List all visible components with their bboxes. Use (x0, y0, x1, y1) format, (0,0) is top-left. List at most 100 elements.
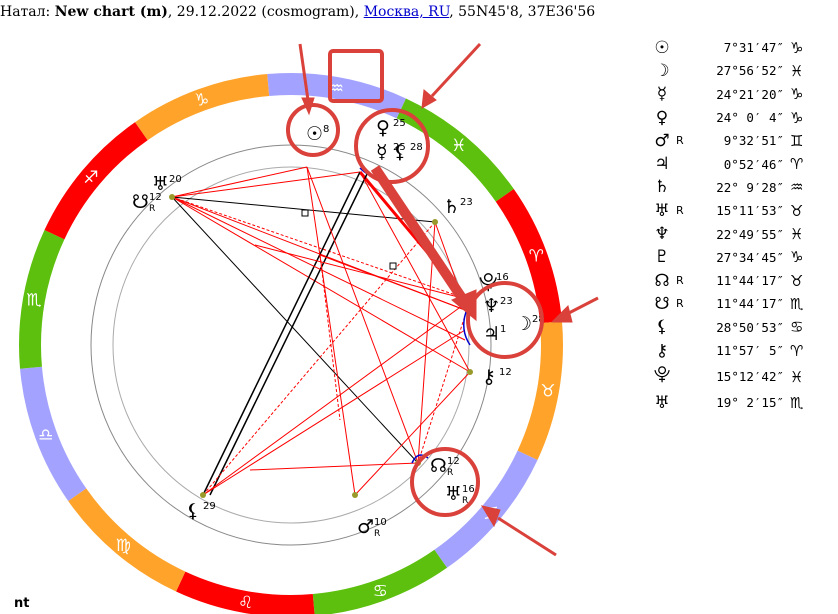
planet-glyph: ☉ (306, 123, 323, 145)
planet-degree: 10 (374, 517, 387, 528)
zodiac-sign-glyph: ♈ (529, 247, 544, 267)
arrow-head (480, 505, 501, 528)
aspect-line (202, 329, 466, 496)
zodiac-segment (517, 321, 563, 460)
planet-longitude: 27°34′45″ (716, 249, 784, 265)
planet-row: ⚸ 28°50′53″ ♋ (648, 316, 814, 339)
planet-row: ☿ 24°21′20″ ♑ (648, 83, 814, 106)
zodiac-segment (19, 230, 65, 369)
retrograde-flag (676, 316, 692, 339)
annotation-arrow (564, 296, 599, 317)
planet-degree: 20 (169, 174, 182, 185)
retrograde-mark: R (447, 468, 453, 478)
planet-longitude: 24° 0′ 4″ (716, 110, 784, 126)
planet-glyph: ♄ (443, 196, 460, 218)
aspect-line (319, 254, 466, 311)
planet-degree: 16 (496, 272, 509, 283)
planet-row: ⯓ 15°12′42″ ♓ (648, 362, 814, 391)
planet-glyph: ♅ (445, 483, 462, 505)
aspect-lines (171, 166, 471, 496)
planet-symbol: ♄ (654, 177, 670, 198)
retrograde-flag (676, 339, 692, 362)
midpoint-marker (301, 209, 309, 217)
aspect-line (306, 166, 356, 496)
planet-glyph: ☽ (515, 313, 532, 335)
planet-longitude: 9°32′51″ (723, 133, 784, 149)
zodiac-sign-glyph: ♐ (83, 168, 98, 188)
zodiac-sign-symbol: ♑ (790, 108, 804, 127)
planet-row: ☋ R 11°44′17″ ♏ (648, 292, 814, 315)
planet-glyph: ♆ (483, 295, 500, 317)
planet-dot (467, 369, 473, 375)
aspect-line (354, 371, 471, 496)
planet-row: ♄ 22° 9′28″ ♒ (648, 176, 814, 199)
aspect-line (417, 299, 471, 464)
zodiac-sign-glyph: ♎ (38, 425, 53, 445)
planet-symbol: ♅ (654, 392, 670, 413)
annotation-arrow (497, 516, 557, 557)
planet-degree: 23 (460, 197, 473, 208)
aspect-line (171, 196, 466, 341)
zodiac-segment (396, 98, 514, 202)
planet-glyph: ♀ (376, 117, 390, 139)
footer-text: nt (14, 596, 30, 611)
planet-glyph: ♃ (483, 323, 500, 345)
planet-glyph: ☋ (132, 191, 149, 213)
zodiac-sign-glyph: ♏ (26, 291, 41, 311)
planet-symbol: ♀ (655, 107, 669, 128)
planet-dot (169, 194, 175, 200)
arrow-head (550, 305, 573, 323)
planet-symbol: ♂ (654, 130, 670, 151)
aspect-arc (463, 311, 471, 346)
planet-symbol: ♅ (654, 200, 670, 221)
zodiac-sign-glyph: ♑ (194, 91, 209, 111)
planet-symbol: ♆ (654, 224, 670, 245)
planet-row: ♂ R 9°32′51″ ♊ (648, 129, 814, 152)
zodiac-segment (68, 488, 186, 592)
annotation-circle-node (410, 447, 480, 517)
planet-degree: 1 (500, 324, 506, 335)
planet-degree: 16 (462, 484, 475, 495)
zodiac-sign-symbol: ♉ (790, 201, 804, 220)
aspect-line (171, 196, 419, 464)
retrograde-flag (676, 222, 692, 245)
planet-row: ♇ 27°34′45″ ♑ (648, 246, 814, 269)
retrograde-flag: R (676, 274, 684, 288)
planet-longitude: 0°52′46″ (723, 156, 784, 172)
annotation-circle-sun (286, 103, 340, 157)
planet-row: ☽ 27°56′52″ ♓ (648, 59, 814, 82)
planet-symbol: ☋ (654, 293, 670, 314)
planet-degree: 12 (447, 456, 460, 467)
zodiac-sign-glyph: ♋ (373, 581, 388, 601)
retrograde-flag (676, 176, 692, 199)
location-link[interactable]: Москва, RU (363, 4, 450, 20)
retrograde-flag: R (676, 134, 684, 148)
planet-symbol: ⚸ (655, 317, 669, 338)
retrograde-mark: R (149, 204, 155, 214)
zodiac-sign-symbol: ♈ (790, 341, 804, 360)
aspect-line (171, 196, 471, 373)
planet-row: ♀ 24° 0′ 4″ ♑ (648, 106, 814, 129)
aspect-line (202, 221, 436, 496)
planet-glyph: ⚸ (393, 141, 407, 163)
annotation-circle-venus (354, 108, 430, 184)
zodiac-sign-glyph: ♉ (540, 381, 555, 401)
planet-degree: 12 (499, 367, 512, 378)
zodiac-sign-symbol: ♑ (790, 38, 804, 57)
zodiac-segment (44, 122, 148, 240)
planet-row: ☉ 7°31′47″ ♑ (648, 36, 814, 59)
arrow-head (301, 97, 315, 116)
planet-glyph: ♂ (357, 516, 374, 538)
zodiac-sign-glyph: ♒ (329, 79, 344, 99)
planet-symbol: ☽ (654, 60, 670, 81)
planet-symbol: ♇ (654, 247, 670, 268)
zodiac-sign-symbol: ♑ (790, 248, 804, 267)
planet-row: ♃ 0°52′46″ ♈ (648, 152, 814, 175)
zodiac-sign-symbol: ♉ (790, 271, 804, 290)
planet-longitude: 22° 9′28″ (716, 179, 784, 195)
planet-longitude: 15°12′42″ (716, 369, 784, 385)
zodiac-sign-symbol: ♋ (790, 318, 804, 337)
zodiac-segment (176, 571, 315, 614)
zodiac-sign-symbol: ♏ (790, 294, 804, 313)
planet-degree: 23 (500, 296, 513, 307)
